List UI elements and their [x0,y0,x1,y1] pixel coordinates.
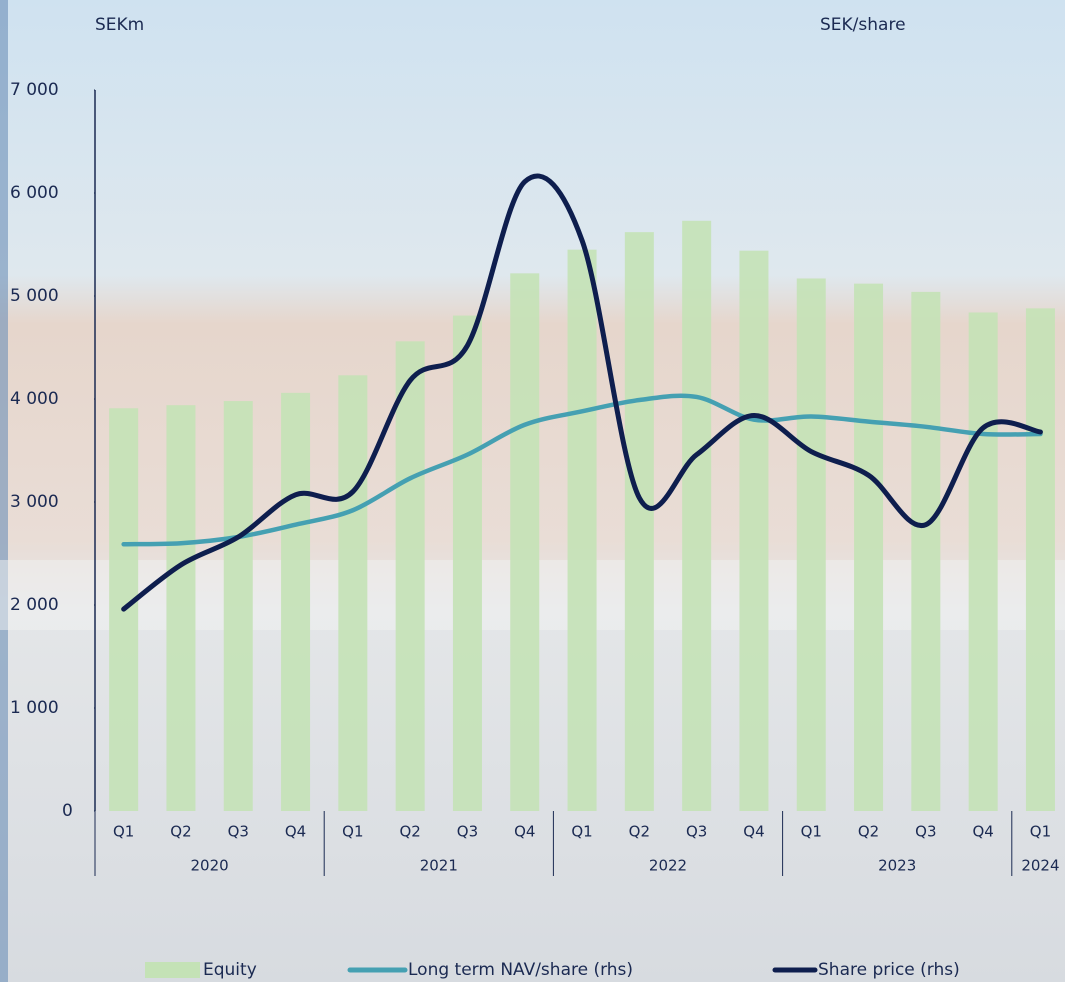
bar [166,405,196,811]
bar [338,375,368,811]
bar [452,315,482,811]
y-tick-label: 0 [62,801,73,821]
y2-axis-title: SEK/share [820,15,906,35]
line [121,173,1043,612]
x-tick-label: Q3 [228,823,249,841]
bar [968,312,998,811]
y-tick-label: 7 000 [10,80,59,100]
x-tick-label: Q1 [342,823,363,841]
x-tick-label: Q3 [686,823,707,841]
x-group-label: 2020 [191,857,229,875]
bar [854,283,884,811]
legend-label: Long term NAV/share (rhs) [408,960,633,980]
bar [510,273,540,812]
x-group-label: 2022 [649,857,687,875]
y-tick-label: 2 000 [10,595,59,615]
x-tick-label: Q4 [285,823,306,841]
x-group-label: 2021 [420,857,458,875]
y-tick-label: 1 000 [10,698,59,718]
y-axis-title: SEKm [95,15,144,35]
y-tick-label: 3 000 [10,492,59,512]
x-tick-label: Q4 [743,823,764,841]
bar [395,341,425,811]
bar [739,250,769,811]
legend-label: Share price (rhs) [818,960,960,980]
x-group-label: 2024 [1021,857,1059,875]
x-tick-label: Q3 [915,823,936,841]
bar [567,249,597,811]
bar [911,291,941,811]
y-tick-label: 5 000 [10,286,59,306]
legend-label: Equity [203,960,257,980]
edge [0,0,8,982]
x-tick-label: Q1 [571,823,592,841]
x-group-label: 2023 [878,857,916,875]
x-tick-label: Q3 [457,823,478,841]
y-tick-label: 4 000 [10,389,59,409]
bar [796,278,826,811]
x-tick-label: Q1 [113,823,134,841]
bar [624,232,654,811]
x-tick-label: Q2 [629,823,650,841]
x-tick-label: Q4 [972,823,993,841]
x-tick-label: Q1 [1030,823,1051,841]
bar [281,392,311,811]
legend-swatch [145,962,200,978]
x-tick-label: Q2 [170,823,191,841]
y-tick-label: 6 000 [10,183,59,203]
x-tick-label: Q1 [801,823,822,841]
bar [682,220,712,811]
line [121,393,1043,547]
x-tick-label: Q2 [399,823,420,841]
bar [223,401,253,811]
x-tick-label: Q4 [514,823,535,841]
x-tick-label: Q2 [858,823,879,841]
bar [1025,308,1055,811]
